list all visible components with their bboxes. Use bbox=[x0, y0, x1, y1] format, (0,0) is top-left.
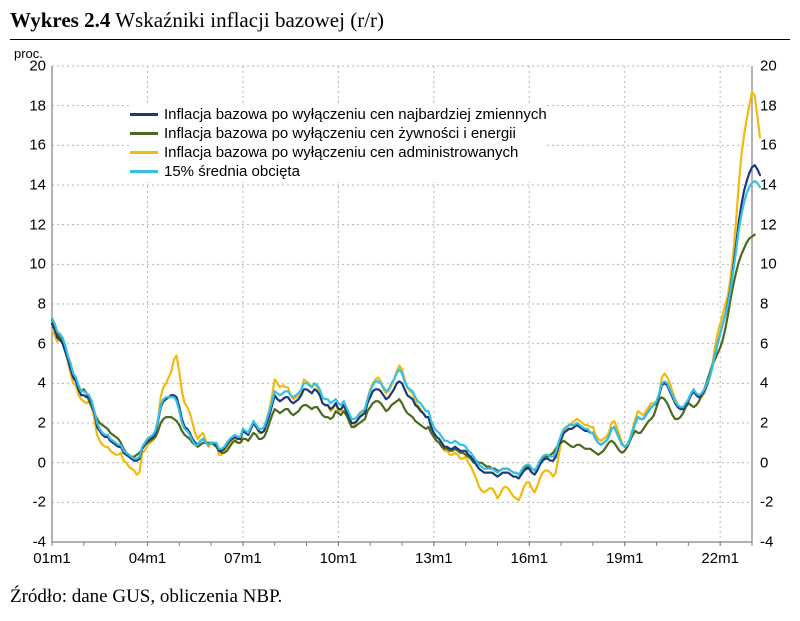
y-tick-label-right: 12 bbox=[760, 216, 777, 233]
y-tick-label-left: 16 bbox=[10, 137, 46, 154]
y-tick-label-left: 18 bbox=[10, 97, 46, 114]
x-tick-label: 22m1 bbox=[701, 550, 739, 567]
y-tick-label-left: 8 bbox=[10, 296, 46, 313]
legend-item: 15% średnia obcięta bbox=[130, 163, 547, 180]
y-tick-label-left: -2 bbox=[10, 494, 46, 511]
chart-title-prefix: Wykres 2.4 bbox=[10, 8, 110, 32]
legend-label: Inflacja bazowa po wyłączeniu cen admini… bbox=[164, 144, 518, 161]
chart-source: Źródło: dane GUS, obliczenia NBP. bbox=[10, 586, 790, 608]
y-tick-label-left: 14 bbox=[10, 177, 46, 194]
x-tick-label: 04m1 bbox=[129, 550, 167, 567]
y-tick-label-right: 10 bbox=[760, 256, 777, 273]
y-tick-label-right: 16 bbox=[760, 137, 777, 154]
y-tick-label-left: 10 bbox=[10, 256, 46, 273]
x-tick-label: 13m1 bbox=[415, 550, 453, 567]
y-tick-label-right: 4 bbox=[760, 375, 768, 392]
chart-title-rest: Wskaźniki inflacji bazowej (r/r) bbox=[110, 8, 384, 32]
y-tick-label-right: 6 bbox=[760, 335, 768, 352]
y-tick-label-right: -4 bbox=[760, 534, 773, 551]
legend-item: Inflacja bazowa po wyłączeniu cen admini… bbox=[130, 144, 547, 161]
y-tick-label-left: 0 bbox=[10, 454, 46, 471]
legend-label: Inflacja bazowa po wyłączeniu cen żywnoś… bbox=[164, 125, 516, 142]
series-line bbox=[52, 235, 755, 475]
legend-label: 15% średnia obcięta bbox=[164, 163, 300, 180]
y-tick-label-left: 2 bbox=[10, 415, 46, 432]
y-tick-label-left: 4 bbox=[10, 375, 46, 392]
y-tick-label-right: 0 bbox=[760, 454, 768, 471]
x-tick-label: 19m1 bbox=[606, 550, 644, 567]
chart-area: proc. -4-4-2-200224466881010121214141616… bbox=[10, 44, 790, 584]
y-tick-label-right: 18 bbox=[760, 97, 777, 114]
legend-swatch bbox=[130, 170, 158, 173]
legend-label: Inflacja bazowa po wyłączeniu cen najbar… bbox=[164, 106, 547, 123]
y-tick-label-left: 12 bbox=[10, 216, 46, 233]
y-tick-label-right: 20 bbox=[760, 58, 777, 75]
y-tick-label-left: 6 bbox=[10, 335, 46, 352]
y-tick-label-right: -2 bbox=[760, 494, 773, 511]
legend: Inflacja bazowa po wyłączeniu cen najbar… bbox=[130, 104, 547, 182]
x-tick-label: 10m1 bbox=[320, 550, 358, 567]
legend-item: Inflacja bazowa po wyłączeniu cen najbar… bbox=[130, 106, 547, 123]
chart-title: Wykres 2.4 Wskaźniki inflacji bazowej (r… bbox=[10, 8, 790, 40]
x-tick-label: 01m1 bbox=[33, 550, 71, 567]
legend-swatch bbox=[130, 113, 158, 116]
legend-item: Inflacja bazowa po wyłączeniu cen żywnoś… bbox=[130, 125, 547, 142]
y-tick-label-right: 14 bbox=[760, 177, 777, 194]
x-tick-label: 16m1 bbox=[511, 550, 549, 567]
legend-swatch bbox=[130, 151, 158, 154]
y-tick-label-right: 2 bbox=[760, 415, 768, 432]
x-tick-label: 07m1 bbox=[224, 550, 262, 567]
legend-swatch bbox=[130, 132, 158, 135]
chart-page: { "title": { "prefix": "Wykres 2.4", "re… bbox=[0, 0, 800, 621]
y-tick-label-left: 20 bbox=[10, 58, 46, 75]
y-tick-label-right: 8 bbox=[760, 296, 768, 313]
y-tick-label-left: -4 bbox=[10, 534, 46, 551]
